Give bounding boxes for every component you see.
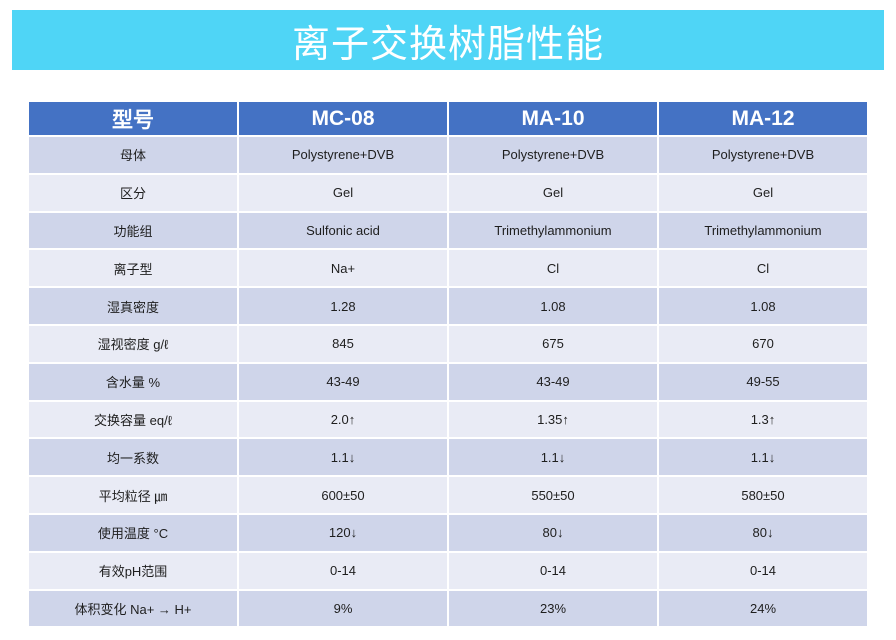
row-label: 有效pH范围 [27,550,239,591]
cell-ma-12: 580±50 [657,475,869,515]
row-label: 均一系数 [27,437,239,478]
cell-ma-10: 1.1↓ [447,437,659,478]
cell-ma-12: 670 [657,323,869,364]
header-model: 型号 [27,100,239,137]
table-row: 体积变化 Na+ → H+ 9% 23% 24% [27,588,869,629]
cell-mc-08: 600±50 [237,475,449,515]
cell-ma-10: Trimethylammonium [447,210,659,251]
cell-ma-10: 43-49 [447,361,659,402]
row-label: 含水量 % [27,361,239,402]
table-row: 均一系数 1.1↓ 1.1↓ 1.1↓ [27,437,869,478]
row-label: 离子型 [27,248,239,289]
cell-ma-10: 675 [447,323,659,364]
table-row: 平均粒径 ㎛ 600±50 550±50 580±50 [27,475,869,515]
cell-ma-12: Cl [657,248,869,289]
header-ma-12: MA-12 [657,100,869,137]
table-row: 湿视密度 g/ℓ 845 675 670 [27,323,869,364]
cell-ma-10: 1.08 [447,286,659,326]
cell-ma-10: Cl [447,248,659,289]
cell-ma-12: 1.3↑ [657,399,869,440]
cell-mc-08: Na+ [237,248,449,289]
table-row: 使用温度 °C 120↓ 80↓ 80↓ [27,512,869,553]
cell-ma-12: 49-55 [657,361,869,402]
cell-ma-10: 23% [447,588,659,629]
cell-ma-12: 1.1↓ [657,437,869,478]
cell-mc-08: Gel [237,172,449,213]
row-label: 区分 [27,172,239,213]
table-row: 有效pH范围 0-14 0-14 0-14 [27,550,869,591]
header-mc-08: MC-08 [237,100,449,137]
resin-spec-table: 型号 MC-08 MA-10 MA-12 母体 Polystyrene+DVB … [27,100,869,629]
cell-mc-08: 845 [237,323,449,364]
cell-ma-12: Gel [657,172,869,213]
cell-mc-08: Polystyrene+DVB [237,135,449,175]
cell-ma-12: 0-14 [657,550,869,591]
cell-ma-12: 80↓ [657,512,869,553]
cell-ma-10: Gel [447,172,659,213]
table-row: 离子型 Na+ Cl Cl [27,248,869,289]
row-label: 功能组 [27,210,239,251]
header-ma-10: MA-10 [447,100,659,137]
row-label: 使用温度 °C [27,512,239,553]
row-label: 体积变化 Na+ → H+ [27,588,239,629]
cell-mc-08: 0-14 [237,550,449,591]
row-label: 平均粒径 ㎛ [27,475,239,515]
cell-mc-08: 43-49 [237,361,449,402]
row-label: 湿视密度 g/ℓ [27,323,239,364]
cell-ma-10: Polystyrene+DVB [447,135,659,175]
cell-mc-08: Sulfonic acid [237,210,449,251]
cell-ma-10: 1.35↑ [447,399,659,440]
cell-mc-08: 1.28 [237,286,449,326]
cell-mc-08: 120↓ [237,512,449,553]
cell-mc-08: 9% [237,588,449,629]
cell-ma-12: 24% [657,588,869,629]
row-label: 交换容量 eq/ℓ [27,399,239,440]
cell-mc-08: 2.0↑ [237,399,449,440]
cell-ma-12: Polystyrene+DVB [657,135,869,175]
row-label: 湿真密度 [27,286,239,326]
table-row: 含水量 % 43-49 43-49 49-55 [27,361,869,402]
row-label: 母体 [27,135,239,175]
table-row: 母体 Polystyrene+DVB Polystyrene+DVB Polys… [27,135,869,175]
table-row: 区分 Gel Gel Gel [27,172,869,213]
cell-mc-08: 1.1↓ [237,437,449,478]
cell-ma-12: 1.08 [657,286,869,326]
page-title: 离子交换树脂性能 [291,23,604,66]
cell-ma-10: 80↓ [447,512,659,553]
cell-ma-12: Trimethylammonium [657,210,869,251]
table-header-row: 型号 MC-08 MA-10 MA-12 [27,100,869,137]
cell-ma-10: 550±50 [447,475,659,515]
table-row: 湿真密度 1.28 1.08 1.08 [27,286,869,326]
table-row: 交换容量 eq/ℓ 2.0↑ 1.35↑ 1.3↑ [27,399,869,440]
cell-ma-10: 0-14 [447,550,659,591]
title-banner: 离子交换树脂性能 [12,10,884,70]
table-row: 功能组 Sulfonic acid Trimethylammonium Trim… [27,210,869,251]
